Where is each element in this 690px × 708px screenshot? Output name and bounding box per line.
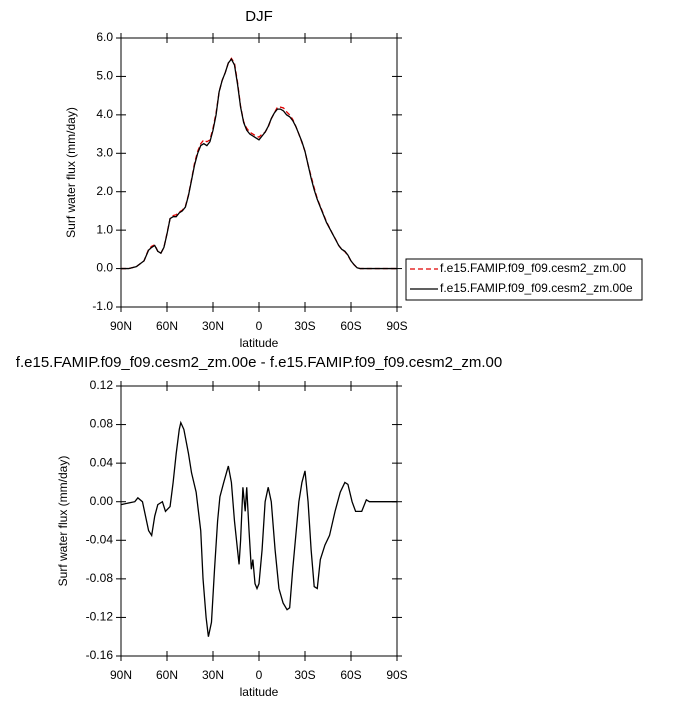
y-axis-label: Surf water flux (mm/day) — [64, 107, 78, 238]
x-tick-label: 30S — [294, 319, 315, 333]
y-tick-label: 0.0 — [96, 261, 113, 275]
x-tick-label: 30N — [202, 319, 224, 333]
y-tick-label: -0.04 — [86, 532, 114, 546]
y-tick-label: 5.0 — [96, 69, 113, 83]
y-tick-label: 0.04 — [90, 455, 114, 469]
y-axis-label: Surf water flux (mm/day) — [56, 456, 70, 587]
legend-label: f.e15.FAMIP.f09_f09.cesm2_zm.00 — [440, 261, 626, 275]
data-line — [120, 420, 397, 637]
x-tick-label: 60N — [156, 319, 178, 333]
x-tick-label: 90S — [386, 668, 407, 682]
legend-label: f.e15.FAMIP.f09_f09.cesm2_zm.00e — [440, 281, 633, 295]
y-tick-label: 0.08 — [90, 417, 114, 431]
y-tick-label: -0.16 — [86, 648, 114, 662]
x-tick-label: 90N — [110, 668, 132, 682]
chart-title: f.e15.FAMIP.f09_f09.cesm2_zm.00e - f.e15… — [16, 354, 502, 371]
y-tick-label: 0.00 — [90, 494, 114, 508]
y-tick-label: 4.0 — [96, 107, 113, 121]
y-tick-label: -0.12 — [86, 610, 114, 624]
y-tick-label: 1.0 — [96, 222, 113, 236]
x-tick-label: 60S — [340, 668, 361, 682]
x-tick-label: 0 — [256, 319, 263, 333]
data-line — [121, 57, 397, 270]
x-tick-label: 60S — [340, 319, 361, 333]
y-tick-label: 2.0 — [96, 184, 113, 198]
data-line — [121, 57, 397, 270]
y-tick-label: 0.12 — [90, 378, 114, 392]
x-tick-label: 0 — [256, 668, 263, 682]
x-tick-label: 90N — [110, 319, 132, 333]
x-tick-label: 30S — [294, 668, 315, 682]
y-tick-label: 3.0 — [96, 145, 113, 159]
x-axis-label: latitude — [240, 685, 279, 699]
x-tick-label: 60N — [156, 668, 178, 682]
x-axis-label: latitude — [240, 336, 279, 350]
x-tick-label: 90S — [386, 319, 407, 333]
x-tick-label: 30N — [202, 668, 224, 682]
plot-frame — [120, 385, 398, 657]
chart-title: DJF — [245, 8, 273, 25]
y-tick-label: -0.08 — [86, 571, 114, 585]
legend-box — [405, 258, 643, 301]
y-tick-label: -1.0 — [92, 299, 113, 313]
y-tick-label: 6.0 — [96, 30, 113, 44]
